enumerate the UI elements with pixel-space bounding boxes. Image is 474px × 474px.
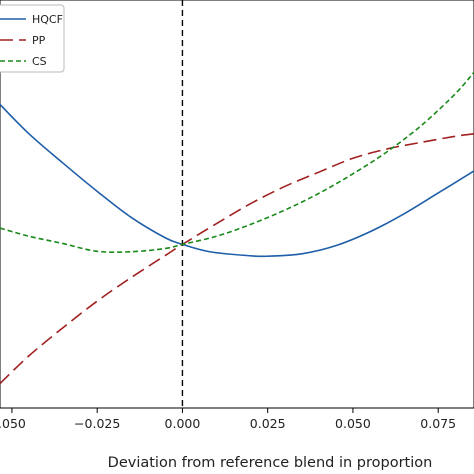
x-tick-label: 0.075: [420, 416, 456, 431]
legend-label-cs: CS: [32, 55, 47, 68]
x-tick-label: 0.025: [250, 416, 286, 431]
x-tick-label: −0.025: [74, 416, 120, 431]
legend-box: [0, 4, 65, 73]
series-line-cs: [0, 71, 474, 254]
legend-label-pp: PP: [32, 34, 46, 47]
plot-frame: [0, 0, 474, 409]
x-tick-label: 0.050: [335, 416, 371, 431]
x-tick-label: .050: [0, 416, 26, 431]
legend-label-hqcf: HQCF: [32, 13, 63, 26]
legend: HQCF PP CS: [0, 4, 65, 73]
series-line-hqcf: [0, 103, 474, 258]
series-line-pp: [0, 133, 474, 385]
x-axis-label: Deviation from reference blend in propor…: [108, 455, 433, 471]
x-tick-label: 0.000: [165, 416, 201, 431]
